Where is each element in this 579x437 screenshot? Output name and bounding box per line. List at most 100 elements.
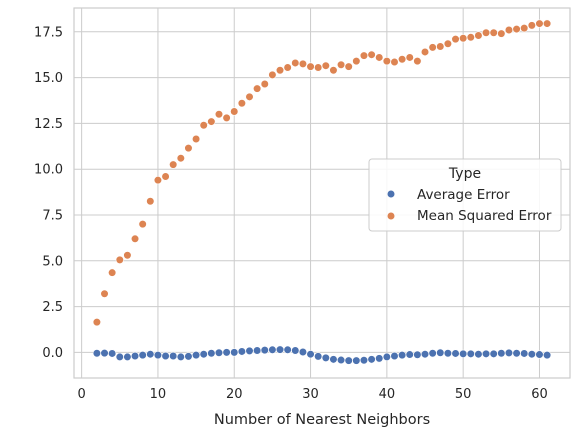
data-point [329, 355, 338, 364]
data-point [474, 350, 483, 359]
data-point [138, 220, 147, 229]
data-point [207, 349, 216, 358]
data-point [405, 350, 414, 359]
legend-label-mean-squared-error: Mean Squared Error [417, 208, 552, 224]
data-point [237, 347, 246, 356]
data-point [367, 50, 376, 59]
data-point [108, 349, 117, 358]
y-axis-ticks: 0.0 2.5 5.0 7.5 10.0 12.5 15.0 17.5 [34, 25, 63, 361]
data-point [123, 251, 132, 260]
data-point [230, 107, 239, 116]
data-point [436, 42, 445, 51]
data-point [237, 99, 246, 108]
data-point [413, 57, 422, 66]
legend-label-average-error: Average Error [417, 187, 510, 203]
data-point [184, 352, 193, 361]
data-point [214, 110, 224, 119]
data-point [115, 352, 124, 362]
data-point [512, 24, 521, 34]
data-point [130, 234, 140, 243]
data-point [512, 349, 521, 358]
data-point [321, 61, 330, 70]
data-point [138, 351, 147, 360]
data-point [527, 350, 536, 359]
x-tick-label: 20 [226, 387, 243, 402]
data-point [283, 63, 292, 72]
data-point [123, 352, 132, 362]
data-point [176, 154, 185, 163]
data-point [199, 121, 208, 130]
data-point [161, 351, 170, 361]
data-point [153, 176, 163, 185]
x-tick-label: 40 [379, 387, 396, 402]
data-point [504, 25, 514, 35]
data-point [543, 19, 552, 28]
data-point [245, 92, 254, 101]
data-point [451, 349, 460, 358]
data-point [504, 348, 514, 358]
data-point [443, 39, 453, 48]
y-tick-label: 15.0 [34, 71, 63, 86]
data-point [199, 350, 208, 359]
data-point [100, 348, 109, 358]
data-point [230, 348, 239, 357]
data-point [352, 57, 361, 66]
x-tick-label: 10 [150, 387, 167, 402]
data-point [253, 346, 262, 355]
data-point [398, 55, 407, 64]
data-point [92, 318, 101, 327]
data-point [306, 350, 315, 359]
plot-area [73, 7, 571, 379]
data-point [527, 21, 536, 30]
data-point [329, 66, 338, 75]
data-point [336, 355, 346, 365]
data-point [359, 356, 369, 365]
data-point [260, 346, 269, 355]
data-point [169, 160, 178, 169]
data-point [367, 355, 376, 364]
data-point [115, 255, 124, 264]
data-point [466, 349, 475, 358]
data-point [191, 134, 201, 144]
data-point [268, 70, 277, 79]
data-point [222, 348, 231, 357]
data-point [497, 29, 506, 38]
data-point [161, 172, 170, 181]
y-tick-label: 2.5 [42, 300, 63, 315]
x-axis-ticks: 0 10 20 30 40 50 60 [77, 387, 547, 402]
data-point [382, 57, 391, 66]
data-point [420, 350, 430, 359]
data-point [428, 349, 437, 358]
data-point [298, 347, 308, 357]
data-point [535, 350, 544, 359]
y-tick-label: 7.5 [42, 208, 63, 223]
data-points [92, 19, 552, 365]
data-point [489, 349, 498, 358]
x-axis-title: Number of Nearest Neighbors [214, 412, 430, 428]
data-point [245, 346, 254, 355]
data-point [398, 351, 407, 360]
data-point [153, 351, 163, 360]
legend: Type Average Error Mean Squared Error [368, 158, 562, 232]
data-point [314, 63, 323, 72]
data-point [352, 356, 361, 365]
data-point [253, 84, 262, 93]
data-point [382, 352, 391, 362]
data-point [497, 349, 506, 358]
legend-marker-mean-squared-error [386, 211, 396, 221]
data-point [520, 24, 529, 33]
data-point [207, 117, 216, 126]
data-point [390, 351, 399, 361]
series-0 [92, 345, 552, 365]
y-tick-label: 0.0 [42, 346, 63, 361]
data-point [275, 345, 285, 354]
data-point [314, 352, 323, 361]
data-point [222, 113, 231, 123]
data-point [451, 35, 460, 44]
data-point [436, 348, 445, 357]
data-point [291, 346, 300, 355]
data-point [344, 356, 353, 365]
series-1 [92, 19, 552, 327]
x-tick-label: 0 [77, 387, 85, 402]
data-point [428, 43, 437, 52]
